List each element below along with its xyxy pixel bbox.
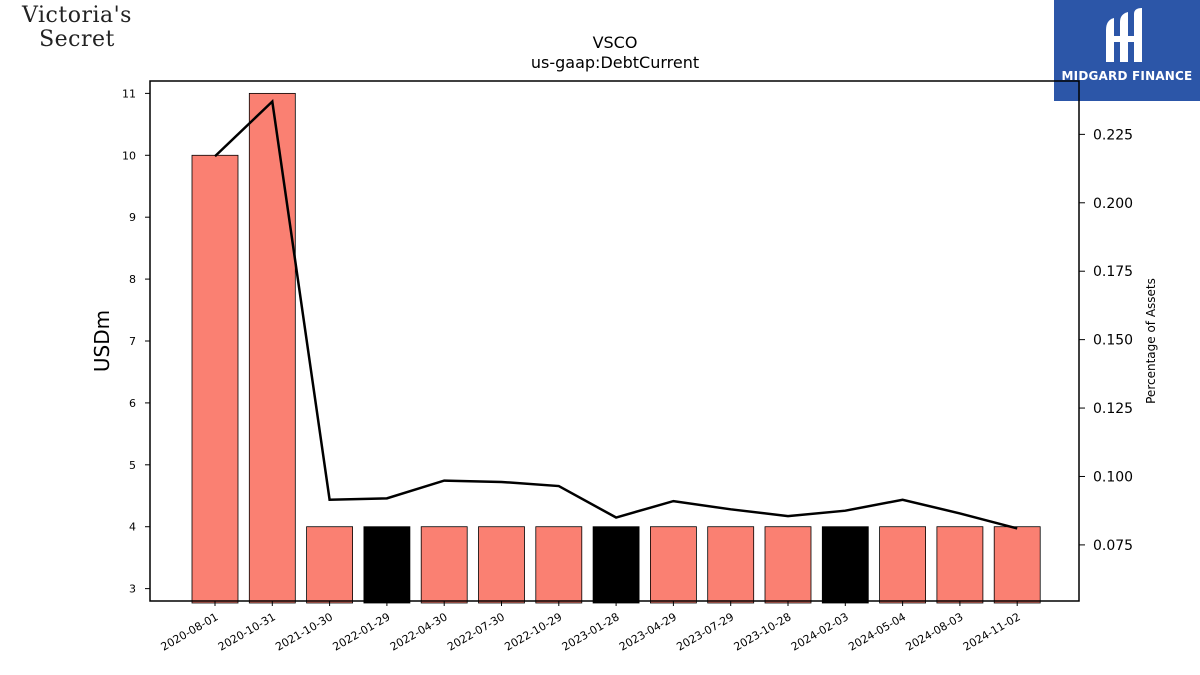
y2-axis-label: Percentage of Assets [1144,278,1158,404]
y2-ticks-group: 0.075 0.100 0.125 0.150 0.175 0.200 0.225 [1079,127,1133,554]
chart-subtitle: us-gaap:DebtCurrent [531,53,699,72]
logo-line-2: Secret [39,27,115,52]
victorias-secret-logo: Victoria's Secret [6,4,148,52]
x-tick-label: 2023-04-29 [617,610,679,653]
bars-group [191,92,1041,604]
y-tick-label: 9 [129,211,136,224]
bar-2022-04-30 [420,526,468,604]
x-tick-label: 2022-10-29 [502,610,564,653]
x-tick-label: 2022-01-29 [331,610,393,653]
bar-2023-10-28 [764,526,812,604]
x-tick-label: 2021-10-30 [273,610,335,653]
y2-tick-label: 0.100 [1093,469,1133,485]
bar-2024-08-03 [936,526,984,604]
bar-2024-02-03 [821,526,869,604]
y-tick-label: 8 [129,273,136,286]
x-tick-label: 2024-05-04 [846,610,908,653]
y-tick-label: 11 [122,87,136,100]
bar-2023-01-28 [592,526,640,604]
chart-title: VSCO [593,33,638,52]
bar-2022-07-30 [478,526,525,604]
x-tick-label: 2020-10-31 [216,610,278,653]
y-ticks-group: 3 4 5 6 7 8 9 10 11 [122,87,150,596]
y2-tick-label: 0.125 [1093,401,1133,417]
y-tick-label: 5 [129,459,136,472]
bar-2024-11-02 [993,526,1041,604]
x-tick-label: 2024-11-02 [961,610,1023,653]
y2-tick-label: 0.150 [1093,333,1133,349]
y2-tick-label: 0.200 [1093,196,1133,212]
x-tick-label: 2024-02-03 [789,610,851,653]
line-group [214,98,1018,530]
y2-tick-label: 0.175 [1093,264,1133,280]
y-tick-label: 7 [129,335,136,348]
plot-frame [149,80,1080,602]
y-tick-label: 4 [129,521,136,534]
bar-2020-08-01 [191,154,239,604]
midgard-finance-logo: MIDGARD FINANCE [1054,0,1200,101]
x-tick-label: 2023-10-28 [732,610,794,653]
percentage-line [214,98,1018,530]
bar-2023-07-29 [707,526,755,604]
x-tick-label: 2020-08-01 [159,610,221,653]
x-tick-label: 2023-01-28 [560,610,622,653]
y2-tick-label: 0.075 [1093,538,1133,554]
x-tick-label: 2024-08-03 [904,610,966,653]
logo-line-1: Victoria's [22,3,132,28]
x-tick-label: 2022-04-30 [388,610,450,653]
bar-2021-10-30 [306,526,354,604]
y-axis-label: USDm [90,310,114,372]
y-tick-label: 10 [122,149,136,162]
bar-2020-10-31 [248,92,296,604]
x-tick-label: 2022-07-30 [445,610,507,653]
bar-2022-01-29 [363,526,411,604]
x-tick-label: 2023-07-29 [674,610,736,653]
bar-2022-10-29 [535,526,583,604]
bar-2024-05-04 [879,526,926,604]
bar-2023-04-29 [650,526,697,604]
y2-tick-label: 0.225 [1093,127,1133,143]
y-tick-label: 6 [129,397,136,410]
midgard-logo-text: MIDGARD FINANCE [1061,69,1193,83]
y-tick-label: 3 [129,583,136,596]
midgard-mark-icon [1106,8,1142,62]
x-ticks-group: 2020-08-012020-10-312021-10-302022-01-29… [159,601,1023,654]
